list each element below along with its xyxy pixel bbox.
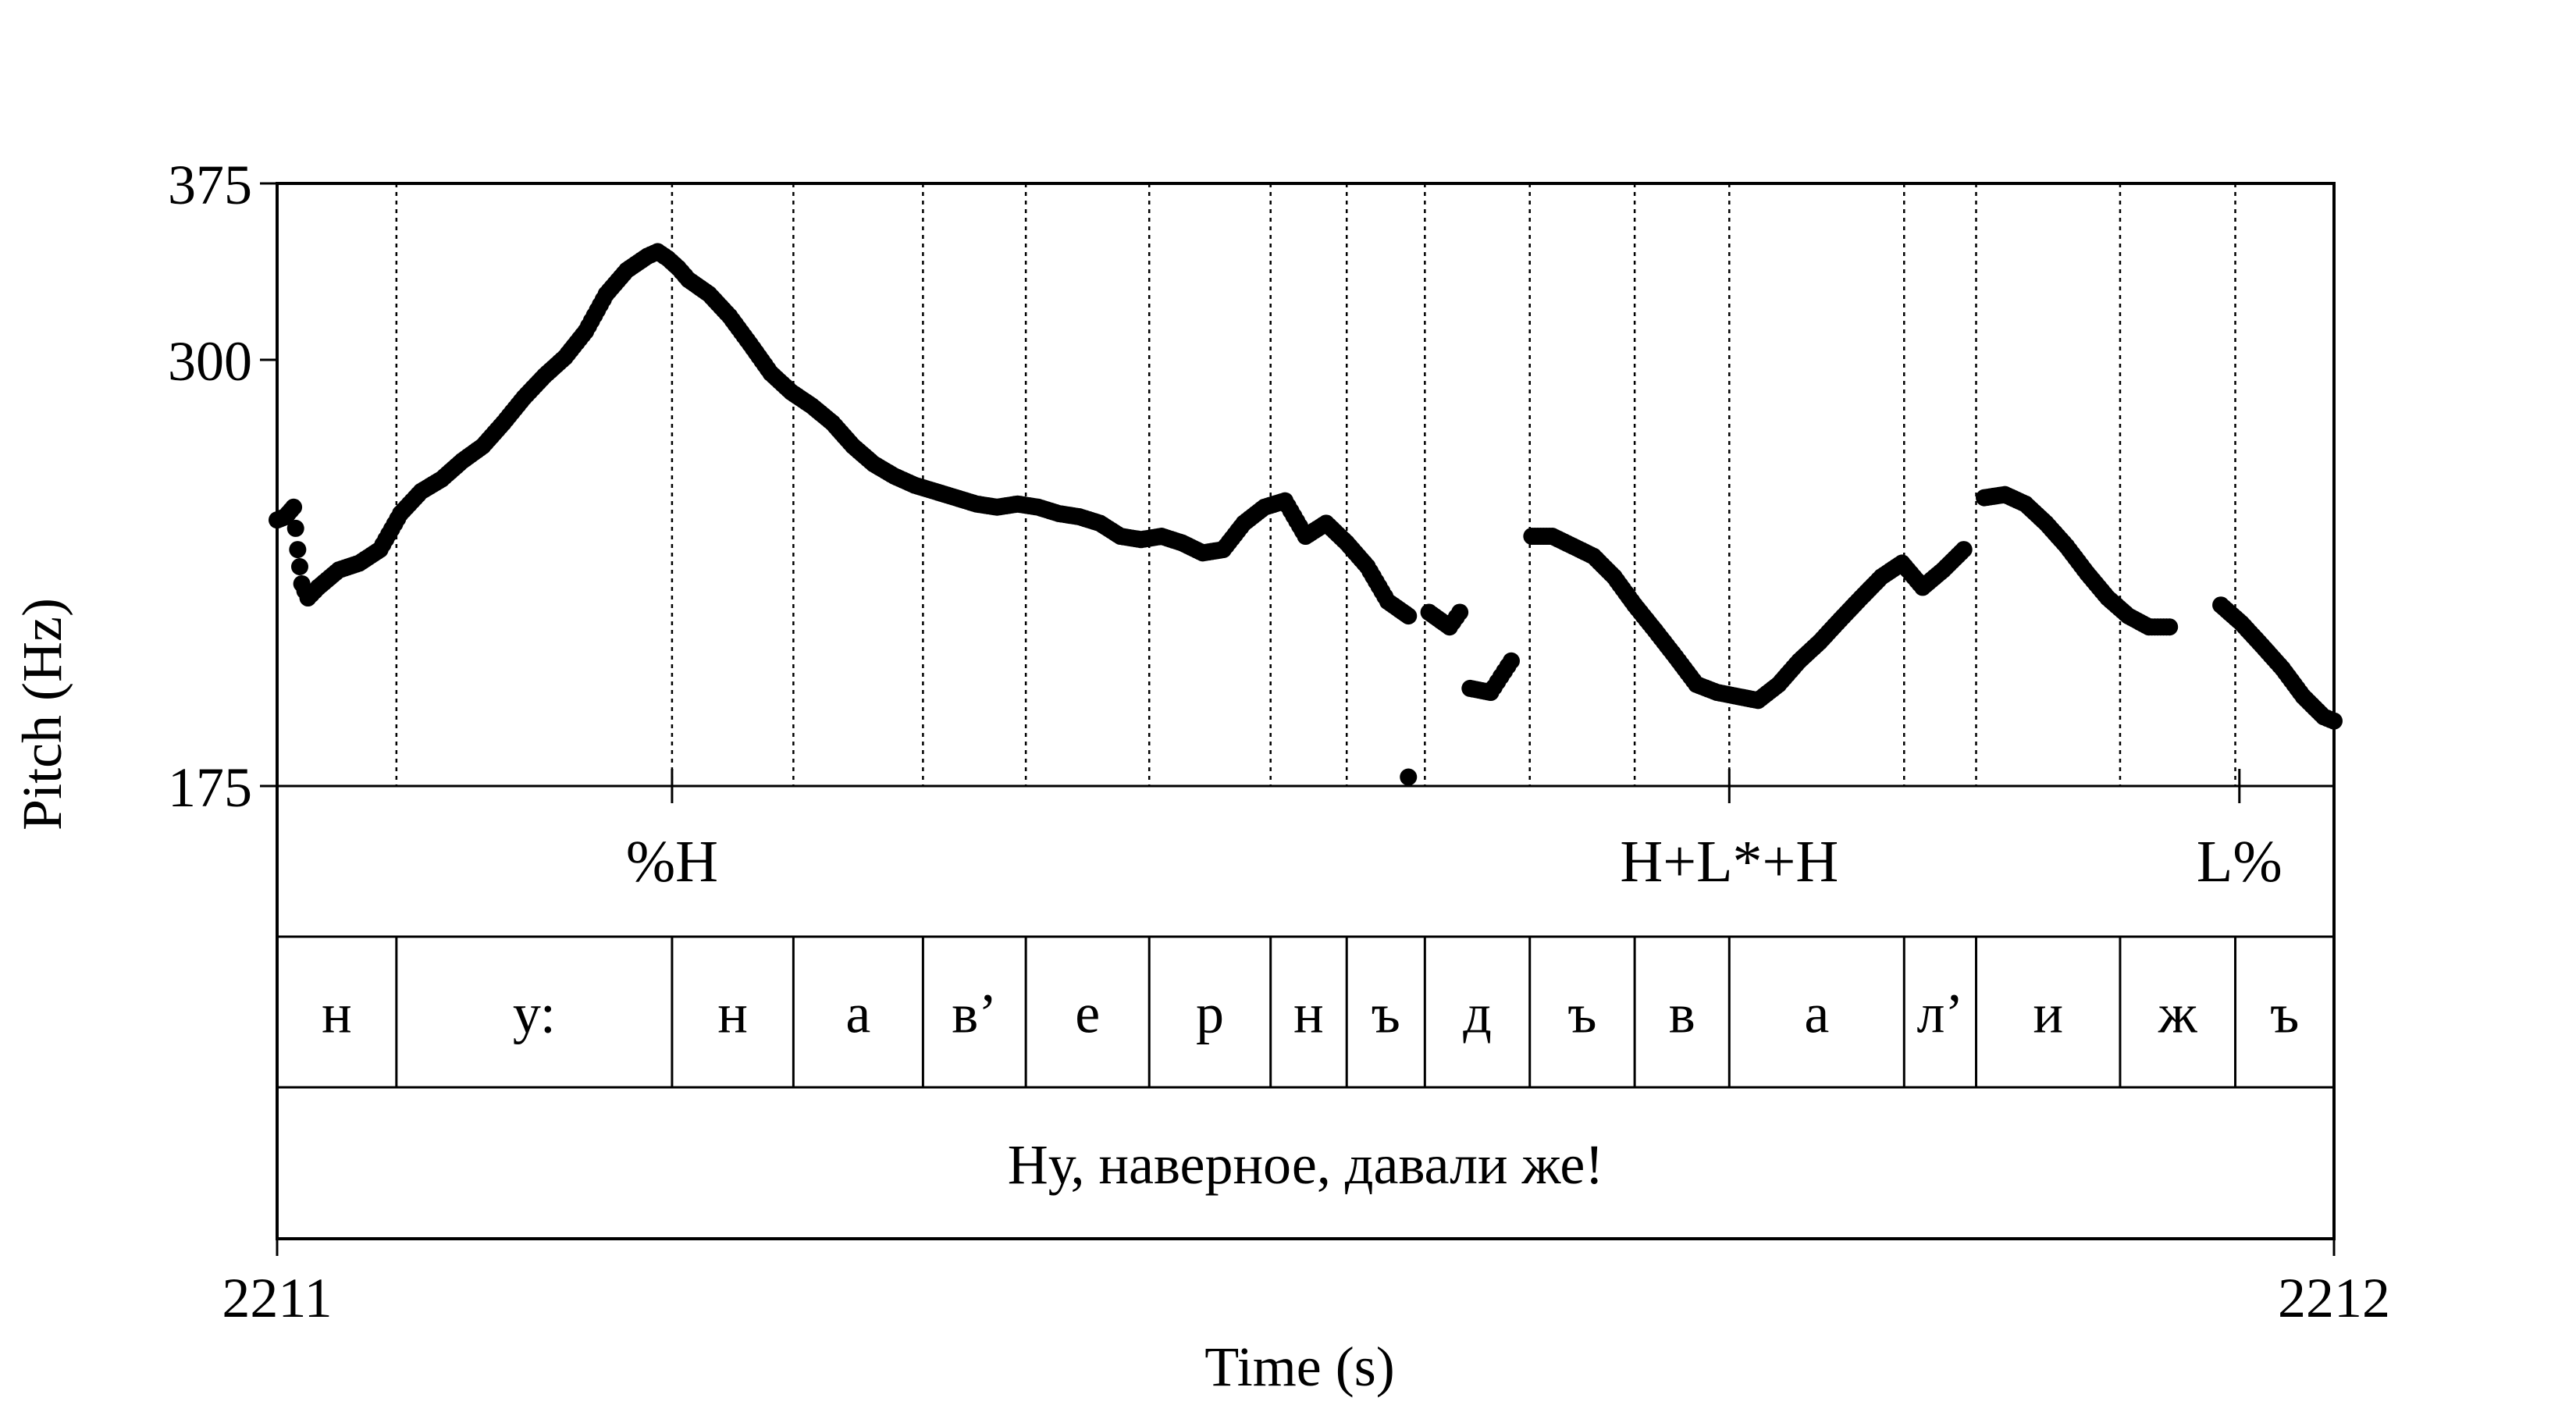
y-tick-label: 175	[168, 756, 252, 819]
segment-label: ъ	[1567, 983, 1596, 1045]
tone-label: L%	[2197, 829, 2282, 895]
segment-label: у:	[513, 983, 556, 1045]
segment-label: р	[1196, 983, 1224, 1045]
y-tick-label: 375	[168, 154, 252, 216]
pitch-point	[1952, 543, 1969, 561]
segment-label: а	[1804, 983, 1829, 1045]
segment-label: н	[322, 983, 352, 1045]
x-axis-label: Time (s)	[1204, 1336, 1394, 1398]
segment-label: н	[1293, 983, 1324, 1045]
segment-label: ж	[2158, 983, 2198, 1045]
segment-label: е	[1075, 983, 1100, 1045]
segment-label: д	[1463, 983, 1492, 1045]
segment-label: ъ	[1372, 983, 1400, 1045]
segment-label: ъ	[2270, 983, 2299, 1045]
x-tick-label: 2212	[2278, 1267, 2390, 1329]
segment-label: в	[1669, 983, 1695, 1045]
x-tick-label: 2211	[222, 1267, 332, 1329]
pitch-point	[286, 519, 304, 537]
annotation-tiers: %H H+L*+H L%н у: н а в’ е р н ъ д ъ в а л’ и ж ъНу, наверн…	[277, 769, 2334, 1196]
sentence-label: Ну, наверное, давали же!	[1008, 1133, 1604, 1196]
tone-label: H+L*+H	[1620, 829, 1838, 895]
pitch-point	[282, 501, 300, 519]
pitch-point	[1397, 605, 1414, 623]
pitch-point	[289, 541, 307, 559]
pitch-point	[1447, 608, 1465, 626]
y-axis-label: Pitch (Hz)	[11, 598, 73, 831]
axes: 375 300 175 2211 2212	[168, 154, 2390, 1329]
pitch-point	[1400, 768, 1418, 786]
segment-label: н	[717, 983, 748, 1045]
segment-label: в’	[952, 983, 997, 1045]
segment-label: а	[845, 983, 870, 1045]
segment-label: л’	[1916, 983, 1963, 1045]
pitch-point	[290, 558, 308, 576]
plot-frame	[276, 182, 2336, 1240]
pitch-point	[2158, 618, 2176, 636]
tone-label: %H	[626, 829, 718, 895]
pitch-point	[1499, 657, 1517, 675]
segment-label: и	[2033, 983, 2063, 1045]
pitch-point	[2322, 710, 2339, 728]
y-tick-label: 300	[168, 330, 252, 393]
pitch-points	[269, 243, 2343, 786]
